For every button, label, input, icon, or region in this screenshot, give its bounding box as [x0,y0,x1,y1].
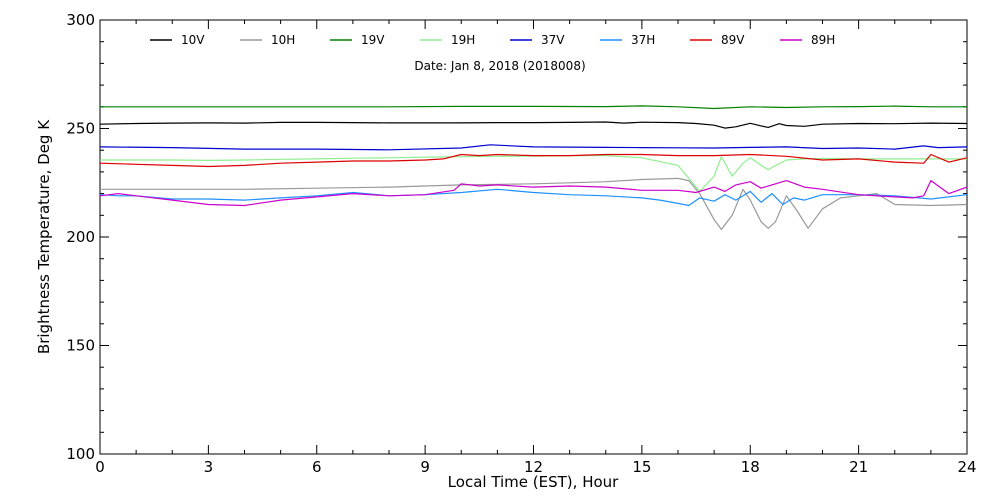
x-tick-label: 0 [95,458,105,476]
axis-tick-labels: 0 3 6 9 12 15 18 21 24 100 150 200 250 300 [66,11,976,476]
axis-ticks [99,19,968,455]
x-tick-label: 3 [204,458,214,476]
legend-label-19h: 19H [451,33,475,47]
x-tick-label: 21 [849,458,868,476]
legend-label-37v: 37V [541,33,565,47]
legend-label-89h: 89H [811,33,835,47]
y-tick-label: 250 [66,120,95,138]
series-line-37v [99,144,968,151]
legend-label-37h: 37H [631,33,655,47]
series-lines [99,105,968,230]
series-line-19v [100,105,967,110]
x-tick-label: 12 [524,458,543,476]
series-line-10h [100,177,968,230]
plot-frame [99,19,968,455]
x-axis-title: Local Time (EST), Hour [448,473,619,491]
series-line-10v [99,121,968,129]
series-line-89v [99,153,968,168]
series-line-37h [99,188,968,207]
y-axis-title: Brightness Temperature, Deg K [35,119,53,354]
legend-label-89v: 89V [721,33,745,47]
y-tick-label: 100 [66,445,95,463]
legend-label-10v: 10V [181,33,205,47]
legend-label-10h: 10H [271,33,295,47]
x-tick-label: 15 [632,458,651,476]
chart-annotation: Date: Jan 8, 2018 (2018008) [414,59,585,73]
x-tick-label: 24 [957,458,976,476]
legend: 10V 10H 19V 19H 37V 37H 89V 89H [150,33,835,47]
y-tick-label: 150 [66,337,95,355]
x-tick-label: 18 [741,458,760,476]
series-line-89h [99,180,968,207]
y-tick-label: 300 [66,11,95,29]
legend-label-19v: 19V [361,33,385,47]
series-line-19h [100,155,967,192]
x-tick-label: 9 [420,458,430,476]
y-tick-label: 200 [66,228,95,246]
x-tick-label: 6 [312,458,322,476]
